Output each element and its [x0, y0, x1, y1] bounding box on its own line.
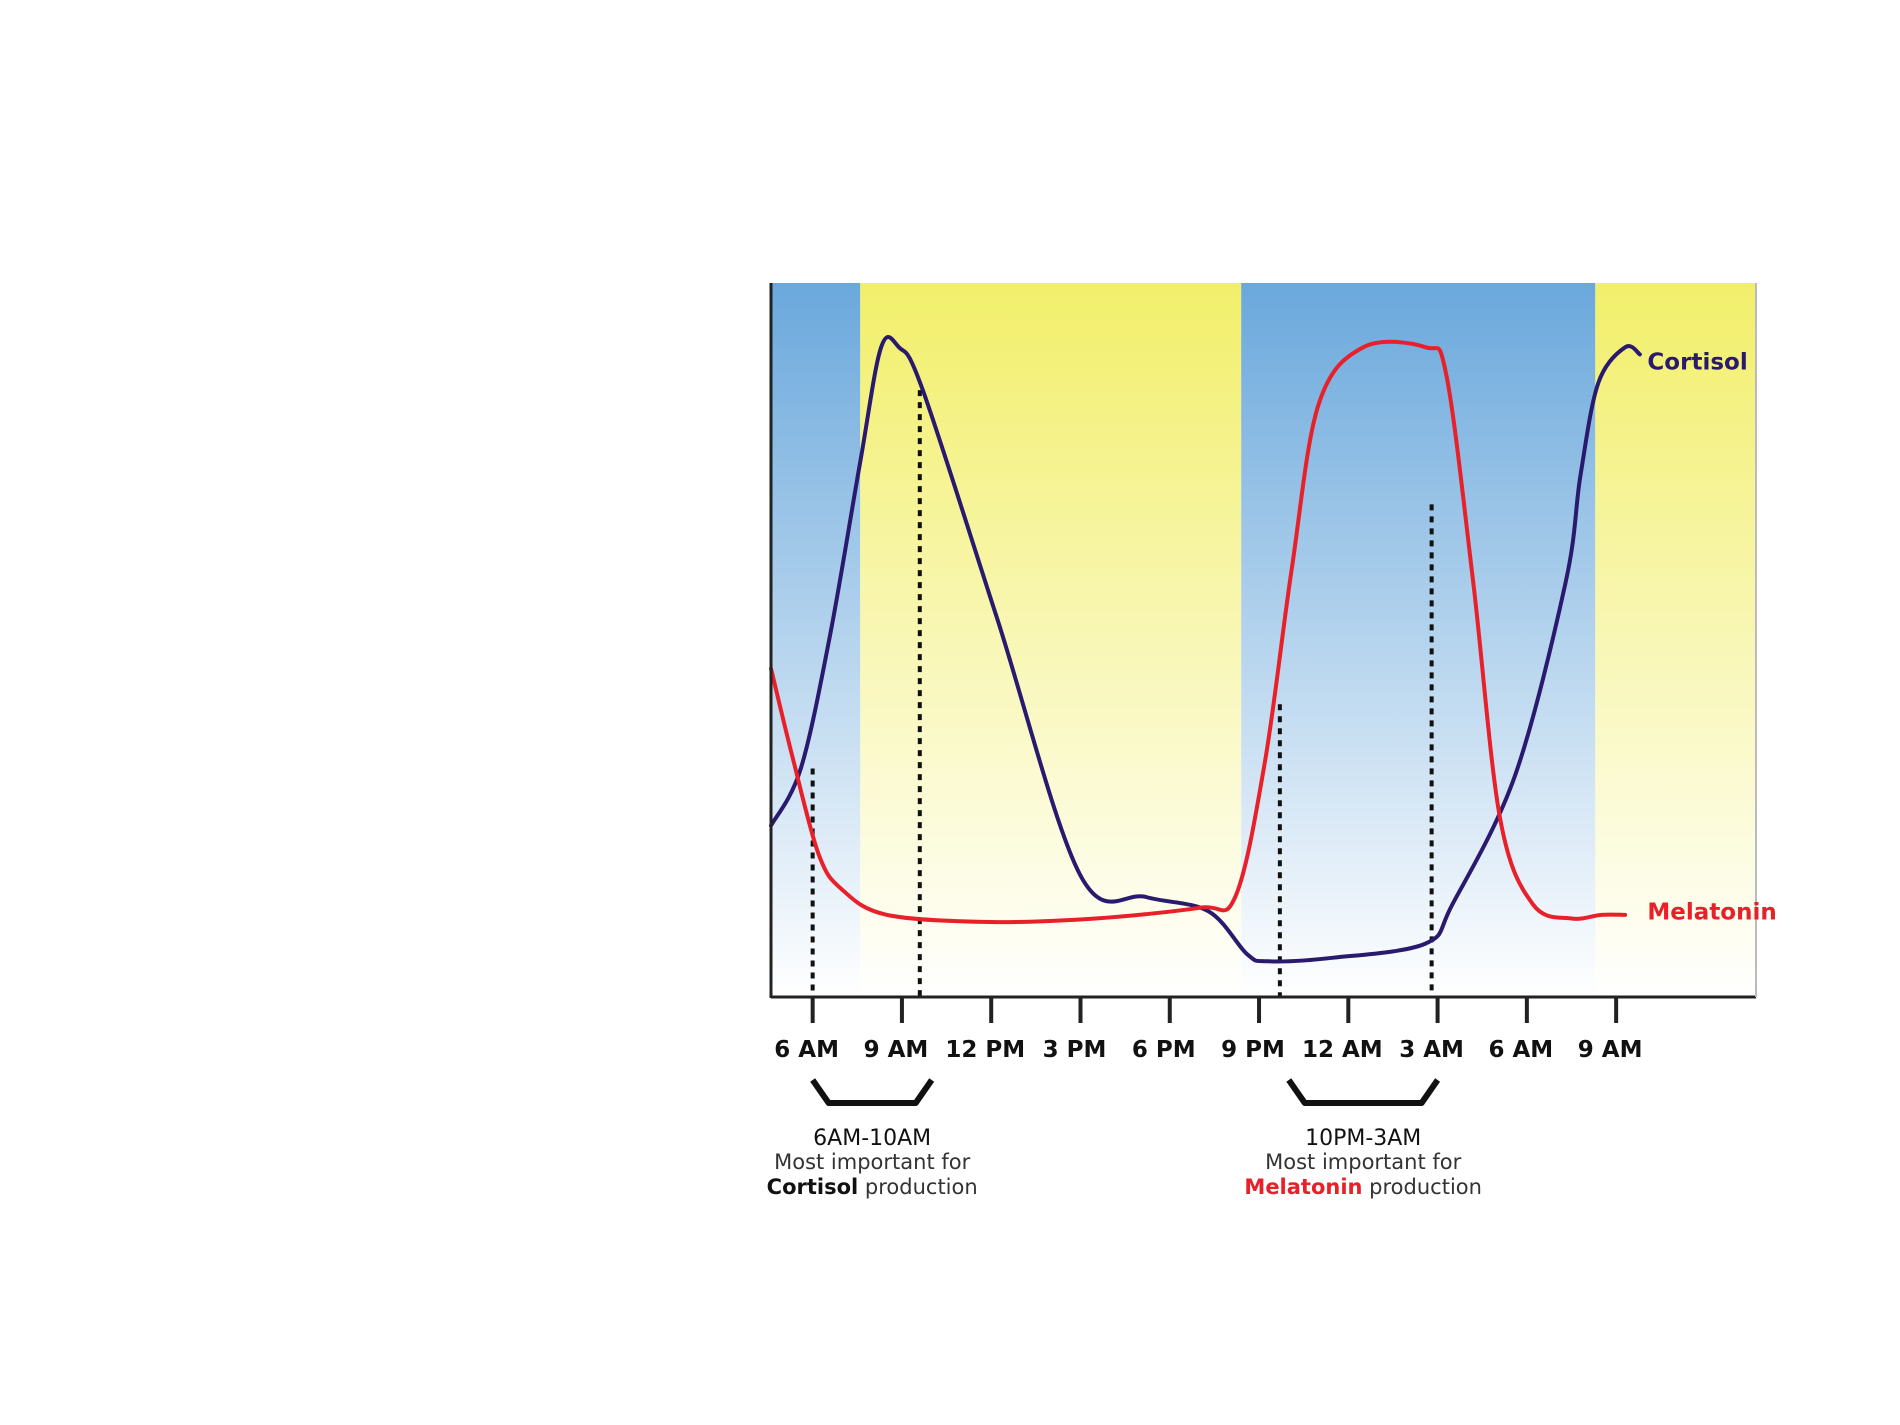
series-label-melatonin: Melatonin — [1647, 899, 1776, 925]
band-night-0 — [771, 283, 861, 997]
x-ticks: 6 AM 9 AM 12 PM 3 PM 6 PM 9 PM 12 AM 3 AM 6 AM 9 … — [774, 997, 1642, 1063]
x-tick-label-8: 6 AM — [1489, 1037, 1554, 1063]
annotation-bracket-1 — [1286, 1078, 1441, 1106]
x-tick-label-2: 12 PM — [945, 1037, 1025, 1063]
series-label-cortisol: Cortisol — [1647, 350, 1747, 376]
x-tick-label-0: 6 AM — [774, 1037, 839, 1063]
axes — [769, 283, 1757, 999]
series-lines — [769, 335, 1642, 964]
background-bands — [771, 283, 1756, 997]
annotation-strong-0: Cortisol — [767, 1175, 859, 1199]
band-day-3 — [1595, 283, 1756, 997]
series-labels: Cortisol Melatonin — [1647, 350, 1776, 926]
annotation-rest-0: production — [858, 1175, 977, 1199]
x-tick-label-1: 9 AM — [864, 1037, 929, 1063]
annotation-bracket-0 — [810, 1078, 935, 1106]
annotation-range-0: 6AM-10AM — [813, 1126, 931, 1151]
annotation-rest-1: production — [1363, 1175, 1482, 1199]
dotted-markers — [810, 390, 1434, 997]
annotation-line2-1: Most important for — [1265, 1150, 1461, 1174]
x-tick-label-9: 9 AM — [1578, 1037, 1643, 1063]
x-tick-label-7: 3 AM — [1399, 1037, 1464, 1063]
x-tick-label-5: 9 PM — [1221, 1037, 1285, 1063]
x-tick-label-3: 3 PM — [1043, 1037, 1107, 1063]
series-line-melatonin — [769, 339, 1628, 925]
annotation-line3-0: Cortisol production — [767, 1175, 978, 1199]
x-tick-label-4: 6 PM — [1132, 1037, 1196, 1063]
annotation-line3-1: Melatonin production — [1244, 1175, 1482, 1199]
annotation-strong-1: Melatonin — [1244, 1175, 1362, 1199]
annotation-range-1: 10PM-3AM — [1305, 1126, 1421, 1151]
band-day-1 — [860, 283, 1242, 997]
x-tick-label-6: 12 AM — [1302, 1037, 1383, 1063]
annotation-line2-0: Most important for — [774, 1150, 970, 1174]
band-night-2 — [1241, 283, 1596, 997]
series-line-cortisol — [769, 335, 1642, 964]
